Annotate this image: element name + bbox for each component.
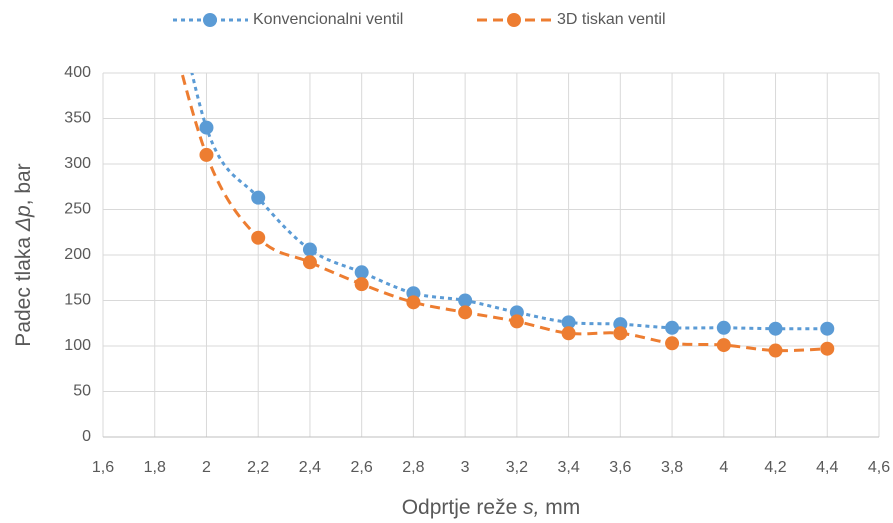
series-line [180,73,828,353]
x-tick-label: 2,2 [247,459,269,476]
data-point [665,320,680,335]
x-axis-label: Odprtje reže s, mm [402,496,581,519]
data-point [406,295,421,310]
y-tick-label: 0 [82,428,91,445]
x-label-part: s, [523,496,539,519]
data-point [199,120,214,135]
x-tick-label: 2,6 [351,459,373,476]
x-tick-label: 1,8 [144,459,166,476]
x-label-part: Odprtje reže [402,496,523,519]
data-point [561,315,576,330]
data-point [509,314,524,329]
x-tick-label: 3,4 [557,459,579,476]
data-point [458,305,473,320]
y-axis-label: Padec tlaka Δp, bar [12,163,35,346]
x-tick-label: 3,6 [609,459,631,476]
y-label-part: Padec tlaka [12,231,35,347]
data-point [199,147,214,162]
y-tick-label: 350 [64,110,91,127]
legend-marker [507,13,521,27]
x-tick-label: 3 [461,459,470,476]
data-point [354,265,369,280]
y-label-part: , bar [12,163,35,205]
y-tick-label: 400 [64,64,91,81]
data-point [716,338,731,353]
x-tick-label: 2 [202,459,211,476]
legend-marker [203,13,217,27]
data-point [820,321,835,336]
y-tick-label: 50 [73,383,91,400]
data-point [716,320,731,335]
x-tick-label: 4 [719,459,728,476]
x-tick-label: 3,2 [506,459,528,476]
data-point [458,293,473,308]
x-label-part: mm [539,496,580,519]
data-point [768,321,783,336]
x-tick-label: 2,4 [299,459,321,476]
y-label-part: Δp [12,205,35,232]
y-tick-label: 300 [64,155,91,172]
data-point [302,242,317,257]
data-point [561,326,576,341]
data-point [665,336,680,351]
plot-area [180,73,835,358]
y-tick-label: 200 [64,246,91,263]
y-tick-label: 250 [64,201,91,218]
data-point [251,190,266,205]
data-point [613,326,628,341]
data-point [768,343,783,358]
x-tick-label: 4,6 [868,459,890,476]
x-tick-label: 1,6 [92,459,114,476]
y-tick-label: 100 [64,337,91,354]
x-tick-label: 3,8 [661,459,683,476]
y-tick-label: 150 [64,292,91,309]
data-point [251,230,266,245]
x-tick-label: 4,2 [764,459,786,476]
data-point [820,341,835,356]
x-tick-label: 2,8 [402,459,424,476]
data-point [302,255,317,270]
legend-label: Konvencionalni ventil [253,11,403,28]
legend-label: 3D tiskan ventil [557,11,666,28]
data-point [354,277,369,292]
x-tick-label: 4,4 [816,459,838,476]
